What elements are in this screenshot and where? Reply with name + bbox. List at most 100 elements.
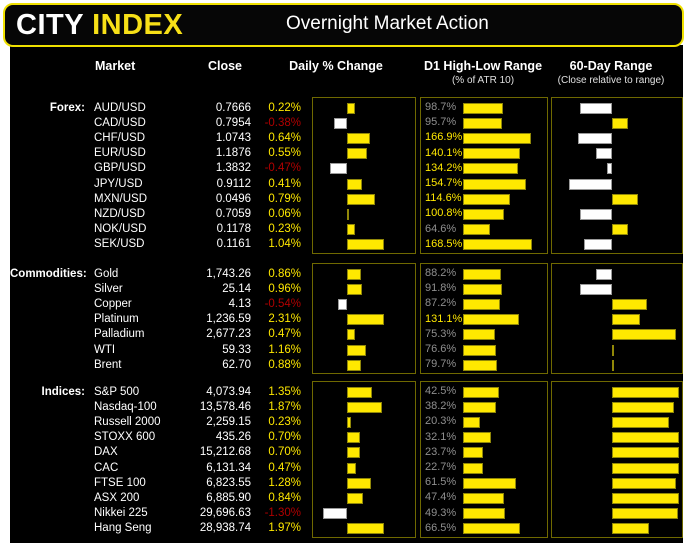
d1-range-bar <box>463 224 490 236</box>
close-cell: 1,236.59 <box>206 313 251 326</box>
daily-positive-bar <box>347 102 355 114</box>
daily-positive-bar <box>347 401 383 413</box>
d1-range-label: 22.7% <box>425 461 457 473</box>
d1-range-label: 100.8% <box>425 207 463 220</box>
table-row: SEK/USD 0.1161 1.04% <box>10 237 301 252</box>
market-cell: FTSE 100 <box>94 476 146 489</box>
range60-above-mid-bar <box>612 329 677 341</box>
daily-change-cell: 0.88% <box>268 358 301 371</box>
d1-range-label: 95.7% <box>425 116 457 129</box>
table-row: NOK/USD 0.1178 0.23% <box>10 222 301 237</box>
range60-above-mid-bar <box>612 298 647 310</box>
d1-range-bar <box>463 386 500 398</box>
daily-change-cell: -0.54% <box>264 297 301 310</box>
market-cell: STOXX 600 <box>94 431 156 444</box>
range60-above-mid-bar <box>612 447 679 459</box>
close-cell: 1.0743 <box>215 131 251 144</box>
close-cell: 1.1876 <box>215 147 251 160</box>
range60-above-mid-bar <box>612 314 640 326</box>
close-cell: 0.9112 <box>216 177 251 190</box>
market-cell: Hang Seng <box>94 522 152 535</box>
d1-range-label: 140.1% <box>425 146 463 159</box>
d1-range-bar <box>463 283 503 295</box>
d1-range-label: 134.2% <box>425 161 463 174</box>
d1-range-label: 38.2% <box>425 400 457 413</box>
range60-below-mid-bar <box>580 208 612 220</box>
table-row: Platinum 1,236.59 2.31% <box>10 312 301 327</box>
table-row: STOXX 600 435.26 0.70% <box>10 430 301 445</box>
d1-range-bar <box>463 208 505 220</box>
daily-positive-bar <box>347 208 350 220</box>
d1-range-label: 91.8% <box>425 282 457 295</box>
section-label: Commodities: <box>10 267 87 280</box>
daily-positive-bar <box>347 523 384 535</box>
market-cell: Russell 2000 <box>94 415 161 428</box>
close-cell: 4,073.94 <box>206 385 251 398</box>
d1-range-bar <box>463 314 519 326</box>
d1-range-label: 79.7% <box>425 358 457 371</box>
daily-change-cell: -0.38% <box>264 116 301 129</box>
range60-above-mid-bar <box>612 344 615 356</box>
table-row: Russell 2000 2,259.15 0.23% <box>10 414 301 429</box>
close-cell: 29,696.63 <box>199 507 251 520</box>
column-subheader-d1-range: (% of ATR 10) <box>451 75 515 86</box>
daily-change-panel <box>312 97 416 254</box>
market-cell: S&P 500 <box>94 385 140 398</box>
daily-positive-bar <box>347 492 363 504</box>
daily-change-cell: 0.70% <box>268 446 301 459</box>
daily-positive-bar <box>347 193 376 205</box>
daily-positive-bar <box>347 314 384 326</box>
d1-range-bar <box>463 492 504 504</box>
daily-change-cell: 0.23% <box>268 415 301 428</box>
daily-positive-bar <box>347 359 362 371</box>
market-cell: WTI <box>94 343 116 356</box>
close-cell: 0.7954 <box>215 116 251 129</box>
d1-range-bar <box>463 132 532 144</box>
close-cell: 1.3832 <box>215 162 251 175</box>
d1-range-label: 23.7% <box>425 445 457 458</box>
daily-change-cell: 1.04% <box>268 238 301 251</box>
d1-range-label: 47.4% <box>425 491 457 504</box>
daily-change-cell: 0.55% <box>268 147 301 160</box>
d1-range-label: 114.6% <box>425 192 462 205</box>
daily-change-cell: 1.28% <box>268 476 301 489</box>
daily-negative-bar <box>322 508 347 520</box>
d1-range-bar <box>463 178 527 190</box>
daily-change-cell: 0.23% <box>268 223 301 236</box>
daily-change-cell: 0.84% <box>268 491 301 504</box>
daily-positive-bar <box>347 447 361 459</box>
table-row: Hang Seng 28,938.74 1.97% <box>10 521 301 536</box>
daily-change-cell: 0.41% <box>268 177 301 190</box>
daily-change-panel <box>312 263 416 375</box>
column-header-daily-change: Daily % Change <box>289 59 383 73</box>
range60-above-mid-bar <box>612 386 679 398</box>
market-cell: SEK/USD <box>94 238 145 251</box>
table-row: Indices: S&P 500 4,073.94 1.35% <box>10 384 301 399</box>
d1-range-bar <box>463 401 496 413</box>
table-row: FTSE 100 6,823.55 1.28% <box>10 475 301 490</box>
column-header-close: Close <box>207 59 242 73</box>
daily-change-cell: 0.22% <box>268 101 301 114</box>
sixty-day-range-panel <box>551 97 683 254</box>
close-cell: 4.13 <box>228 297 251 310</box>
range60-above-mid-bar <box>612 432 679 444</box>
daily-positive-bar <box>347 224 356 236</box>
d1-range-bar <box>463 102 504 114</box>
close-cell: 2,677.23 <box>206 328 251 341</box>
market-cell: CHF/USD <box>94 131 146 144</box>
column-subheader-60day-range: (Close relative to range) <box>557 75 665 86</box>
daily-change-cell: 1.97% <box>268 522 301 535</box>
range60-above-mid-bar <box>612 477 677 489</box>
daily-change-cell: 0.06% <box>268 207 301 220</box>
logo-index: INDEX <box>92 8 184 41</box>
d1-range-bar <box>463 508 506 520</box>
market-cell: CAD/USD <box>94 116 146 129</box>
table-row: ASX 200 6,885.90 0.84% <box>10 490 301 505</box>
sixty-day-range-panel <box>551 381 683 538</box>
range60-above-mid-bar <box>612 508 678 520</box>
market-cell: CAC <box>94 461 119 474</box>
d1-range-label: 32.1% <box>425 430 457 443</box>
d1-range-bar <box>463 329 496 341</box>
table-row: Palladium 2,677.23 0.47% <box>10 327 301 342</box>
